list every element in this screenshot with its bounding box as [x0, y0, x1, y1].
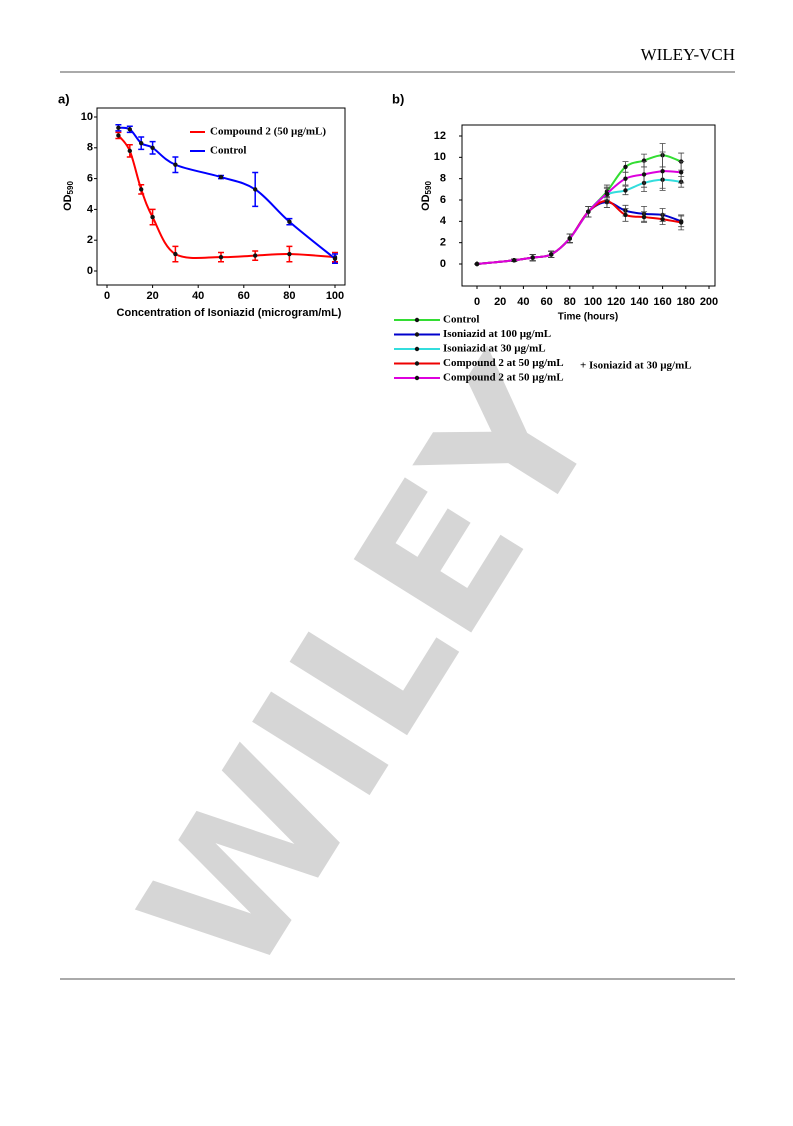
- data-point: [660, 169, 665, 174]
- y-tick-label: 2: [87, 234, 93, 246]
- data-point: [150, 145, 155, 150]
- data-point: [641, 172, 647, 177]
- legend-dot: [414, 332, 420, 337]
- data-point: [332, 256, 338, 261]
- x-tick-label: 120: [607, 296, 625, 308]
- data-point: [127, 148, 132, 154]
- x-tick-label: 100: [326, 290, 344, 302]
- data-point: [474, 261, 480, 267]
- data-point: [660, 217, 665, 222]
- x-tick-label: 0: [474, 296, 480, 308]
- y-tick-label: 4: [87, 203, 94, 215]
- y-tick-label: 10: [434, 151, 446, 163]
- data-point: [530, 255, 535, 260]
- x-tick-label: 100: [584, 296, 602, 308]
- series-line: [476, 178, 682, 265]
- y-tick-label: 10: [81, 111, 93, 123]
- series-line: [476, 154, 682, 265]
- x-axis-label: Concentration of Isoniazid (microgram/mL…: [117, 307, 342, 319]
- x-tick-label: 20: [494, 296, 506, 308]
- data-point: [139, 140, 144, 146]
- legend-label: Isoniazid at 100 µg/mL: [443, 328, 551, 340]
- y-label-main: OD: [420, 194, 432, 211]
- series-line: [476, 201, 682, 265]
- data-point: [567, 236, 572, 241]
- watermark: WILEY: [100, 325, 643, 1011]
- y-tick-label: 0: [87, 265, 93, 277]
- legend-label: Compound 2 (50 µg/mL): [210, 126, 326, 138]
- y-tick-label: 2: [440, 237, 446, 249]
- data-point: [287, 219, 292, 224]
- x-tick-label: 140: [630, 296, 648, 308]
- data-point: [287, 251, 292, 257]
- data-point: [253, 187, 258, 192]
- x-tick-label: 80: [564, 296, 576, 308]
- x-tick-label: 40: [192, 290, 204, 302]
- y-tick-label: 6: [87, 173, 93, 185]
- data-point: [173, 162, 178, 167]
- data-point: [116, 133, 121, 138]
- series-line: [476, 200, 682, 265]
- y-label-main: OD: [62, 194, 74, 211]
- legend-label: Control: [210, 145, 246, 157]
- publisher: WILEY-VCH: [641, 45, 735, 64]
- legend-dot: [414, 375, 420, 381]
- data-point: [150, 214, 155, 220]
- legend-dot: [414, 346, 420, 352]
- y-label-sub: 590: [66, 181, 75, 195]
- data-point: [623, 176, 628, 181]
- panel-label: b): [392, 91, 404, 106]
- data-point: [511, 258, 517, 263]
- data-point: [586, 209, 591, 214]
- y-tick-label: 4: [440, 215, 447, 227]
- plot-frame: [461, 124, 716, 287]
- x-tick-label: 180: [677, 296, 695, 308]
- x-tick-label: 60: [540, 296, 552, 308]
- y-tick-label: 0: [440, 258, 446, 270]
- legend-label: Control: [443, 314, 479, 326]
- legend-label: Compound 2 at 50 µg/mL: [443, 372, 564, 384]
- plot-frame: [96, 107, 346, 286]
- x-tick-label: 60: [238, 290, 250, 302]
- data-point: [139, 187, 144, 192]
- x-tick-label: 20: [146, 290, 158, 302]
- y-axis-label: OD590: [62, 181, 75, 211]
- y-axis-label: OD590: [420, 181, 433, 211]
- y-tick-label: 6: [440, 194, 446, 206]
- data-point: [641, 214, 647, 220]
- x-axis-label: Time (hours): [558, 312, 618, 323]
- x-tick-label: 200: [700, 296, 718, 308]
- data-point: [623, 188, 628, 193]
- chart: a) 0 20 40 60 80 100 0 2 4 6 8 10 Concentration of Is…: [58, 91, 346, 319]
- y-tick-label: 12: [434, 130, 446, 142]
- data-point: [173, 251, 178, 257]
- x-tick-label: 160: [653, 296, 671, 308]
- data-point: [678, 170, 684, 175]
- panel-label: a): [58, 91, 70, 106]
- x-tick-label: 80: [283, 290, 295, 302]
- chart: b) 0 20 40 60 80 100 120 140 160 180 200 0 2 4 6 8 10 12 Ti…: [392, 91, 718, 383]
- x-tick-label: 40: [517, 296, 529, 308]
- data-point: [116, 125, 121, 130]
- data-point: [218, 174, 224, 180]
- data-point: [678, 220, 684, 225]
- data-point: [218, 254, 224, 260]
- data-point: [127, 127, 132, 132]
- legend-dot: [414, 317, 420, 323]
- data-point: [604, 191, 610, 196]
- annotation: + Isoniazid at 30 µg/mL: [580, 360, 692, 372]
- legend-label: Isoniazid at 30 µg/mL: [443, 343, 546, 355]
- data-point: [549, 252, 554, 257]
- legend-label: Compound 2 at 50 µg/mL: [443, 357, 564, 369]
- watermark-group: WILEY: [100, 325, 643, 1011]
- legend-dot: [414, 361, 420, 366]
- x-tick-label: 0: [104, 290, 110, 302]
- y-label-sub: 590: [424, 181, 433, 195]
- y-tick-label: 8: [87, 142, 93, 154]
- y-tick-label: 8: [440, 173, 446, 185]
- data-point: [253, 253, 258, 258]
- data-point: [623, 164, 628, 170]
- data-point: [623, 212, 628, 218]
